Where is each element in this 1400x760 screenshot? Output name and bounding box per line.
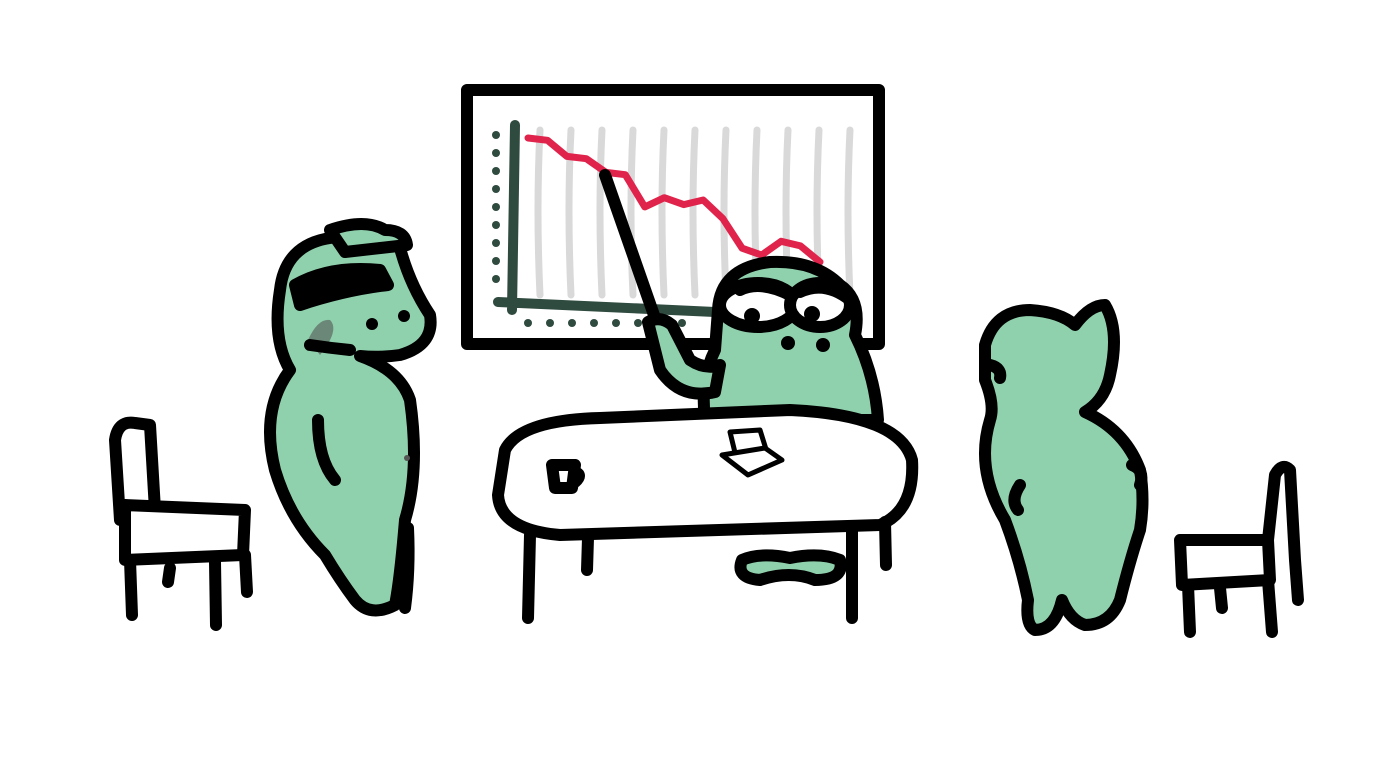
- pointer-stick: [599, 169, 661, 324]
- chart-gridline: [565, 126, 575, 299]
- x-axis-dot: [678, 319, 686, 327]
- chart-gridline: [844, 126, 854, 299]
- x-axis-dot: [634, 319, 642, 327]
- x-axis-dot: [524, 319, 532, 327]
- y-axis-dot: [492, 275, 500, 283]
- meeting-table: [492, 404, 919, 624]
- y-axis-dot: [492, 185, 500, 193]
- x-axis-dot: [568, 319, 576, 327]
- chart-gridline: [596, 126, 606, 299]
- chart-axes: [493, 120, 720, 317]
- x-axis-dot: [546, 319, 554, 327]
- y-axis-dot: [492, 203, 500, 211]
- presenter-feet: [734, 549, 847, 586]
- coffee-mug: [546, 459, 585, 494]
- chart-gridline: [720, 126, 730, 299]
- y-axis-dot: [492, 239, 500, 247]
- x-axis-dot: [612, 319, 620, 327]
- sunglasses: [289, 263, 394, 311]
- y-axis-dot: [492, 149, 500, 157]
- y-axis-dot: [492, 257, 500, 265]
- y-axis-dot: [492, 221, 500, 229]
- chart-gridline: [627, 126, 637, 299]
- headset: [304, 319, 356, 356]
- headset-frog-brow: [324, 218, 413, 258]
- y-axis-dot: [492, 167, 500, 175]
- table-top: [492, 404, 919, 541]
- chart-gridline: [534, 126, 544, 299]
- headset-frog-body: [264, 228, 437, 617]
- left-chair: [109, 416, 253, 631]
- presenter-left-pupil: [744, 308, 760, 324]
- papers: [719, 427, 785, 478]
- frog-with-headset: [264, 218, 437, 617]
- chart-series-line: [524, 134, 824, 266]
- frog-presenter: [599, 169, 884, 586]
- y-axis-dot: [492, 131, 500, 139]
- x-axis-dot: [590, 319, 598, 327]
- chart-gridline: [658, 126, 668, 299]
- frog-looking-away: [979, 299, 1149, 636]
- chart-gridline: [689, 126, 699, 299]
- away-frog-body: [979, 299, 1149, 636]
- presenter-right-pupil: [804, 306, 820, 322]
- right-chair: [1174, 461, 1304, 638]
